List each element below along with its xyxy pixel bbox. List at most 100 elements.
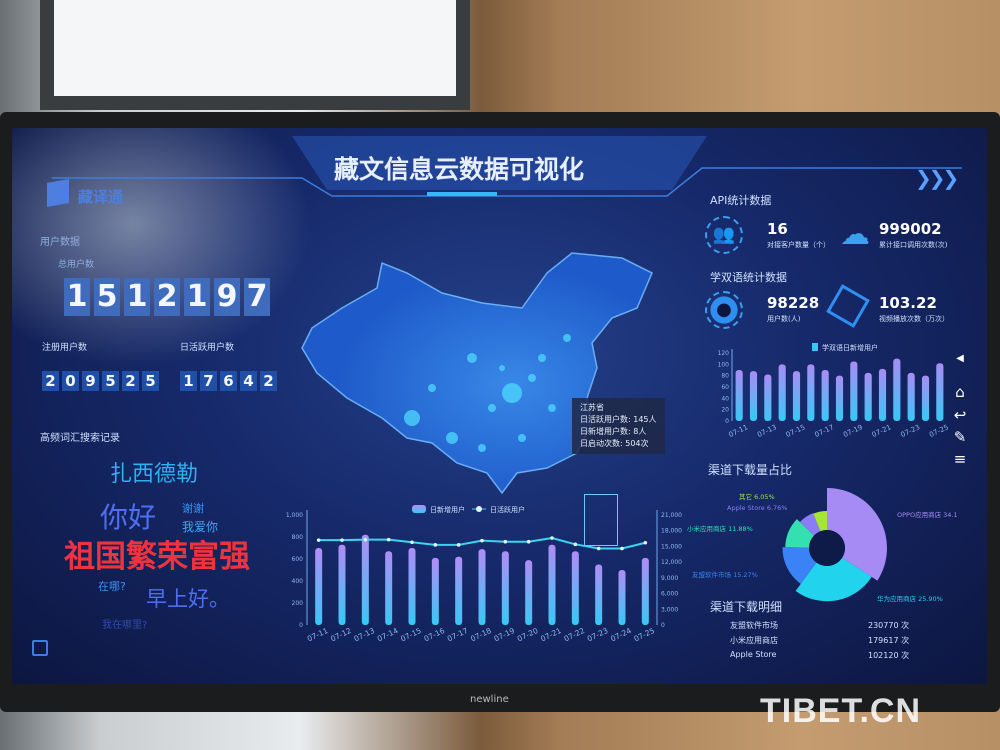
tick-label: 07-12 [329, 626, 353, 643]
pie-slice[interactable] [827, 488, 887, 581]
tick-label: 07-13 [756, 423, 778, 439]
word-cloud-word[interactable]: 早上好。 [146, 587, 230, 611]
bar[interactable] [548, 544, 556, 625]
map-hotspot[interactable] [518, 434, 526, 442]
word-cloud-word[interactable]: 扎西德勒 [110, 462, 199, 487]
bar[interactable] [735, 370, 743, 421]
bar[interactable] [921, 375, 930, 421]
fullscreen-icon[interactable] [32, 640, 48, 656]
tick-label: 07-23 [899, 423, 921, 439]
map-hotspot[interactable] [404, 410, 420, 426]
bar[interactable] [764, 374, 772, 421]
pie-slice[interactable] [795, 557, 872, 602]
tick-label: 07-25 [928, 423, 950, 439]
bilingual-heading: 学双语统计数据 [710, 271, 787, 284]
tick-label: 9,000 [661, 575, 678, 582]
map-hotspot[interactable] [538, 354, 546, 362]
menu-icon[interactable]: ≡ [953, 450, 967, 468]
cube-icon [826, 284, 870, 328]
bar[interactable] [907, 372, 915, 421]
back-icon[interactable]: ↩ [953, 406, 967, 424]
window [40, 0, 470, 110]
bar[interactable] [431, 557, 439, 625]
china-map[interactable] [292, 248, 672, 508]
map-hotspot[interactable] [428, 384, 436, 392]
bar[interactable] [595, 564, 603, 626]
client-count-label: 对接客户数量（个） [767, 241, 830, 249]
word-cloud-word[interactable]: 我在哪里? [102, 620, 148, 631]
map-hotspot[interactable] [528, 374, 536, 382]
bar[interactable] [338, 544, 346, 625]
bar[interactable] [749, 371, 758, 421]
word-cloud-word[interactable]: 在哪? [98, 580, 126, 593]
line-point[interactable] [433, 543, 438, 547]
line-point[interactable] [410, 540, 414, 545]
line-point[interactable] [503, 539, 508, 544]
pie-slice[interactable] [785, 519, 815, 548]
digit-box: 5 [102, 371, 119, 391]
triple-chevron-icon[interactable]: ❯❯❯ [915, 166, 959, 190]
download-channel: Apple Store [730, 650, 777, 659]
bar[interactable] [408, 548, 416, 625]
bar[interactable] [850, 361, 858, 422]
bar[interactable] [835, 375, 844, 421]
bar[interactable] [618, 570, 626, 625]
line-point[interactable] [596, 546, 601, 551]
line-point[interactable] [340, 538, 344, 542]
line-point[interactable] [386, 537, 391, 542]
map-hotspot[interactable] [548, 404, 556, 412]
line-point[interactable] [550, 536, 554, 540]
line-point[interactable] [316, 538, 321, 542]
map-hotspot[interactable] [488, 404, 496, 412]
bar[interactable] [455, 556, 463, 625]
line-point[interactable] [643, 540, 648, 545]
map-hotspot[interactable] [563, 334, 571, 342]
bar[interactable] [478, 549, 486, 625]
pie-slice[interactable] [782, 547, 817, 584]
map-hotspot[interactable] [499, 365, 505, 371]
bar[interactable] [571, 551, 579, 625]
daily-active-label: 日活跃用户数 [180, 343, 235, 353]
word-cloud-word[interactable]: 你好 [100, 501, 157, 534]
tick-label: 6,000 [661, 591, 678, 598]
bar[interactable] [893, 358, 901, 421]
home-icon[interactable]: ⌂ [955, 383, 965, 401]
bar[interactable] [361, 534, 369, 625]
bar[interactable] [936, 363, 944, 421]
bar[interactable] [501, 551, 509, 625]
line-point[interactable] [456, 543, 461, 547]
bar[interactable] [792, 371, 801, 421]
legend-swatch [812, 343, 818, 351]
digit-box: 1 [180, 371, 197, 391]
line-point[interactable] [620, 546, 624, 551]
download-row: 小米应用商店 179617 次 [730, 635, 930, 649]
tick-label: 07-15 [785, 423, 807, 439]
line-point[interactable] [573, 542, 578, 547]
bar[interactable] [878, 368, 887, 421]
map-hotspot[interactable] [502, 383, 522, 403]
bar[interactable] [821, 370, 829, 421]
pie-slice[interactable] [813, 511, 827, 532]
pie-slice[interactable] [799, 513, 821, 536]
line-point[interactable] [526, 539, 531, 544]
bar[interactable] [385, 551, 393, 625]
bar[interactable] [807, 364, 815, 421]
line-point[interactable] [480, 538, 484, 543]
collapse-icon[interactable]: ◀ [956, 353, 964, 364]
map-hotspot[interactable] [467, 353, 477, 363]
bar[interactable] [315, 548, 323, 625]
bar[interactable] [525, 560, 533, 625]
pen-icon[interactable]: ✎ [953, 428, 967, 446]
api-heading: API统计数据 [710, 194, 772, 207]
bar[interactable] [641, 557, 649, 625]
line-point[interactable] [363, 537, 368, 542]
word-cloud-word[interactable]: 祖国繁荣富强 [64, 539, 250, 575]
map-hotspot[interactable] [446, 432, 458, 444]
bar[interactable] [864, 372, 872, 421]
total-users-label: 总用户数 [58, 260, 95, 270]
word-cloud-word[interactable]: 谢谢 [182, 502, 204, 515]
map-hotspot[interactable] [478, 444, 486, 452]
bar[interactable] [778, 364, 786, 421]
word-cloud-word[interactable]: 我爱你 [182, 520, 219, 534]
